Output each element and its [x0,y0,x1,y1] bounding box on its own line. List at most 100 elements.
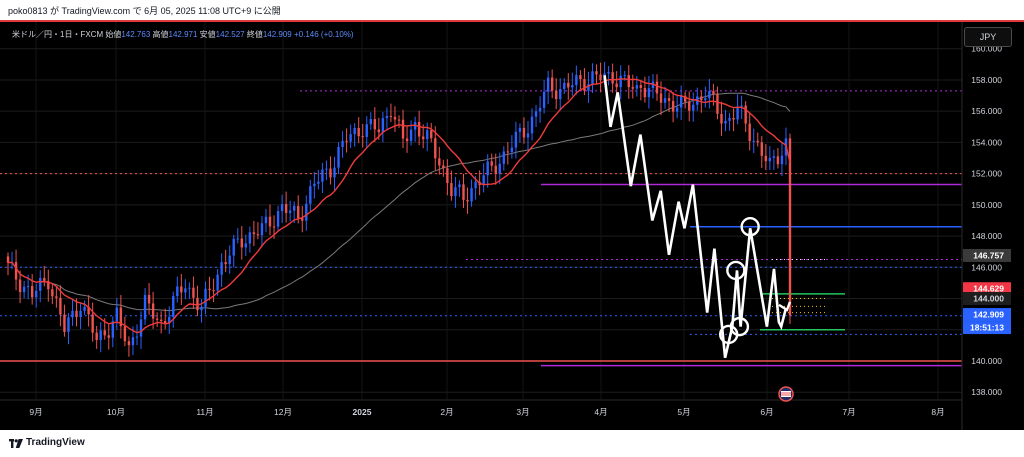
candle-body [393,116,397,120]
candle-body [421,136,425,140]
symbol-name: 米ドル／円・1日・FXCM [12,30,104,39]
price-chart[interactable]: 160.000 158.000 156.000 154.000 152.000 150.0… [0,22,1024,430]
price-label-bg [963,308,1011,322]
us-flag-event-icon [778,386,794,402]
price-tick-label: 150.000 [971,200,1002,210]
currency-button[interactable]: JPY [964,27,1012,47]
candle-body [728,117,731,121]
candle-body [377,129,381,133]
candle-body [498,163,501,174]
candle-body [466,199,469,202]
candle-body [248,232,252,244]
candle-body [579,75,582,80]
candle-body [599,74,602,81]
candle-body [176,286,179,297]
candle-body [305,203,308,221]
candle-body [780,155,784,165]
candle-body [397,119,401,121]
candle-body [373,119,377,130]
time-tick-label: 8月 [931,407,944,417]
candle-body [87,306,90,315]
time-tick-label: 9月 [29,407,42,417]
price-label-text: 146.757 [973,250,1004,260]
change-value: +0.146 (+0.10%) [293,30,354,39]
candle-body [615,83,618,88]
candle-body [627,75,630,88]
high-value: 142.971 [168,30,198,39]
candle-body [760,142,763,156]
candle-body [462,184,465,200]
candle-body [95,332,98,341]
candle-body [103,330,106,336]
candle-body [550,77,554,91]
candle-body [740,105,743,107]
candle-body [196,297,199,311]
candle-body [83,306,86,311]
candle-body [292,205,296,211]
candle-body [43,277,46,281]
candle-body [236,238,239,240]
candle-body [204,288,207,307]
fast-moving-average [7,78,791,334]
candle-body [611,72,614,84]
pattern-circle-marker [729,316,750,337]
pattern-circle-marker [740,217,760,237]
time-tick-label: 4月 [594,407,607,417]
candle-body [240,238,243,248]
candle-body [139,319,143,337]
ma-fast-line [7,78,791,334]
candle-body [409,129,413,142]
candle-body [67,317,70,332]
candle-body [135,336,139,338]
candle-body [736,106,739,120]
time-tick-label: 12月 [274,407,292,417]
candle-body [583,79,586,91]
candle-body [716,94,719,114]
zigzag-pattern-drawing [603,75,792,359]
price-tick-label: 146.000 [971,262,1002,272]
candle-body [71,310,74,318]
candle-body [679,95,683,108]
candle-body [530,116,534,134]
candle-body [357,128,360,137]
candle-body [607,72,610,74]
price-tick-label: 158.000 [971,75,1002,85]
candle-body [434,138,437,159]
candle-body [127,341,131,346]
candle-body [510,147,514,153]
candle-body [486,161,489,176]
candle-body [216,274,219,291]
candle-body [349,134,352,142]
footer-bar: TradingView [0,430,1024,457]
time-axis: 9月 10月 11月 12月 2025 2月 3月 4月 5月 6月 7月 8月 [0,399,962,417]
price-label-text: 18:51:13 [970,323,1004,333]
candle-body [224,262,227,265]
candle-body [30,286,34,298]
candle-body [18,279,22,293]
candle-body [667,98,671,101]
zigzag-arrowhead [778,301,792,312]
price-axis: 160.000 158.000 156.000 154.000 152.000 150.0… [961,22,1024,430]
candle-body [35,290,38,298]
candle-body [595,71,598,75]
candle-body [474,181,477,189]
candle-body [301,218,304,221]
time-tick-label: 10月 [107,407,125,417]
candle-body [764,155,768,162]
tradingview-logo-icon [9,439,23,448]
candle-body [91,314,94,333]
candle-body [159,319,163,322]
time-tick-label: 2025 [353,407,372,417]
candle-body [756,140,759,143]
candle-body [663,98,667,103]
candle-body [522,127,526,138]
candle-body [111,321,115,338]
candle-body [506,151,510,153]
candle-body [430,130,433,139]
candle-body [438,158,441,166]
candle-body [708,90,711,99]
candle-body [288,210,292,213]
candle-body [6,256,10,263]
open-value: 142.763 [121,30,151,39]
candle-body [168,316,171,324]
